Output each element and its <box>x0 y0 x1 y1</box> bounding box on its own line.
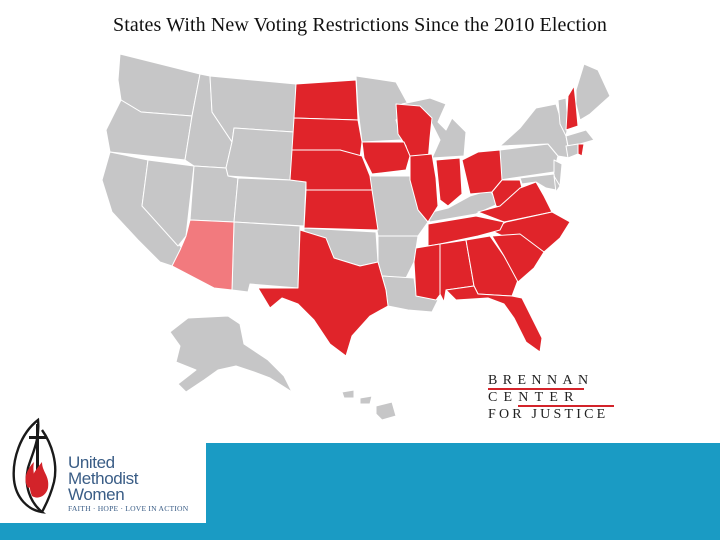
state-ia <box>361 141 411 175</box>
brennan-line-1: BRENNAN <box>488 373 594 388</box>
state-co <box>233 177 307 227</box>
us-map <box>101 53 611 421</box>
state-tx <box>257 229 389 357</box>
state-ks <box>303 189 379 231</box>
umw-name: United Methodist Women <box>68 453 198 504</box>
brennan-rule-1 <box>488 388 584 390</box>
state-me <box>575 63 611 121</box>
state-az <box>171 219 235 291</box>
state-ri <box>577 143 585 157</box>
state-nh <box>565 85 579 131</box>
state-ma <box>565 129 595 147</box>
map-title: States With New Voting Restrictions Sinc… <box>113 14 607 36</box>
state-ak <box>169 315 293 393</box>
state-hi-2 <box>359 395 373 405</box>
state-hi-1 <box>341 389 355 399</box>
brennan-center-logo: BRENNAN CENTER FOR JUSTICE <box>488 372 614 434</box>
brennan-rule-2 <box>518 405 614 407</box>
state-nv <box>141 159 195 247</box>
state-ct <box>565 143 579 159</box>
state-md <box>519 173 557 191</box>
state-de <box>553 175 561 193</box>
brennan-line-3: FOR JUSTICE <box>488 407 609 422</box>
state-vt <box>557 97 569 137</box>
state-fl <box>445 285 543 353</box>
umw-name-line-1: United <box>68 453 115 472</box>
umw-tagline: FAITH · HOPE · LOVE IN ACTION <box>68 504 189 513</box>
brennan-line-2: CENTER <box>488 390 580 405</box>
umw-name-line-3: Women <box>68 485 125 504</box>
cross-and-flame-icon <box>12 417 57 514</box>
state-nm <box>231 221 301 293</box>
state-sc <box>491 233 545 283</box>
state-ms <box>413 243 443 301</box>
state-il <box>409 153 439 223</box>
state-ar <box>377 235 419 279</box>
state-hi-3 <box>375 401 397 421</box>
umw-name-line-2: Methodist <box>68 469 139 488</box>
state-nd <box>293 79 359 121</box>
state-wy <box>225 127 295 181</box>
state-in <box>435 157 463 207</box>
